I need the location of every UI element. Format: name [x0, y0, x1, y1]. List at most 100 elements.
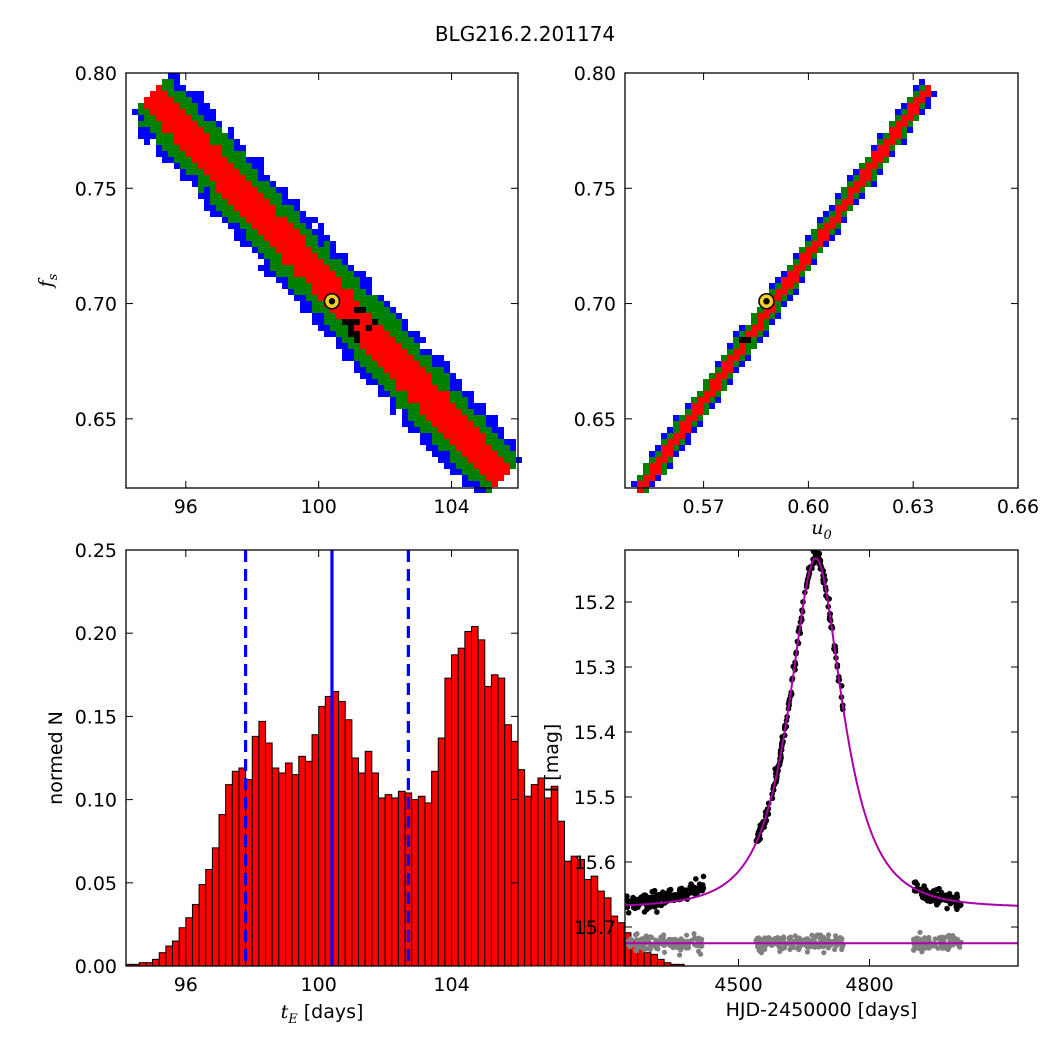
density-cell-outer [138, 133, 144, 139]
density-cell-outer [324, 325, 330, 331]
density-cell-outer [426, 445, 432, 451]
density-cell-outer [282, 283, 288, 289]
density-cell-undefined [721, 355, 727, 361]
density-cell-inner [426, 409, 432, 415]
density-cell-middle [348, 343, 354, 349]
residual-point [809, 932, 815, 938]
density-cell-inner [402, 361, 408, 367]
histogram-bar [397, 790, 406, 967]
histogram-bar [298, 755, 306, 967]
density-cell-outer [318, 229, 324, 235]
density-cell-undefined [709, 403, 715, 409]
density-cell-inner [204, 133, 210, 139]
density-cell-undefined [715, 373, 721, 379]
density-cell-inner [474, 433, 480, 439]
density-cell-outer [462, 481, 468, 487]
histogram-bar [530, 784, 539, 967]
density-cell-inner [444, 409, 450, 415]
density-cell-outer [306, 307, 312, 313]
density-cell-outer [228, 223, 234, 229]
density-cell-inner [480, 451, 486, 457]
y-tick-label: 0.80 [75, 63, 117, 85]
density-cell-middle [486, 439, 492, 445]
density-cell-outer [144, 133, 150, 139]
density-cell-undefined [679, 421, 685, 427]
density-cell-inner [384, 331, 390, 337]
density-cell-middle [438, 379, 444, 385]
density-cell-inner [438, 421, 444, 427]
density-cell-inner [282, 241, 288, 247]
density-cell-inner [498, 463, 504, 469]
density-cell-outer [198, 109, 204, 115]
density-cell-inner [492, 463, 498, 469]
density-cell-middle [414, 415, 420, 421]
density-cell-outer [288, 289, 294, 295]
density-cell-undefined [643, 475, 649, 481]
density-cell-undefined [889, 133, 895, 139]
density-cell-middle [276, 271, 282, 277]
density-cell-undefined [763, 325, 769, 331]
density-cell-middle [288, 265, 294, 271]
density-cell-undefined [679, 445, 685, 451]
density-cell-undefined [919, 79, 925, 85]
density-cell-middle [456, 463, 462, 469]
density-cell-inner [198, 139, 204, 145]
density-cell-outer [468, 397, 474, 403]
density-cell-middle [366, 367, 372, 373]
density-cell-inner [192, 157, 198, 163]
density-cell-outer [318, 319, 324, 325]
density-cell-outer [264, 175, 270, 181]
density-cell-inner [294, 229, 300, 235]
density-cell-middle [360, 295, 366, 301]
density-cell-middle [402, 397, 408, 403]
density-cell-middle [252, 241, 258, 247]
density-cell-inner [420, 391, 426, 397]
density-cell-undefined [847, 199, 853, 205]
residual-point [758, 950, 765, 956]
density-cell-undefined [871, 181, 877, 187]
density-cell-undefined [787, 271, 793, 277]
density-cell-undefined [877, 169, 883, 175]
density-cell-inner [294, 247, 300, 253]
density-cell-middle [246, 169, 252, 175]
density-cell-inner [258, 223, 264, 229]
density-cell-undefined [769, 319, 775, 325]
density-cell-inner [144, 103, 150, 109]
density-cell-undefined [745, 355, 751, 361]
density-cell-inner [432, 397, 438, 403]
density-cell-middle [468, 463, 474, 469]
panel-fs-vs-u0: 0.57 0.60 0.63 0.66 0.65 0.70 0.75 0.80 u0 [574, 63, 1039, 543]
density-cell-inner [162, 103, 168, 109]
y-tick-label: 0.65 [75, 409, 117, 431]
density-cell-undefined [673, 415, 679, 421]
density-cell-inner [174, 133, 180, 139]
density-cell-middle [384, 373, 390, 379]
density-cell-inner [378, 325, 384, 331]
density-cell-middle [138, 121, 144, 127]
density-cell-inner [156, 115, 162, 121]
density-cell-middle [288, 283, 294, 289]
histogram-bar [451, 654, 459, 967]
density-cell-outer [318, 235, 324, 241]
density-cell-inner [360, 331, 366, 337]
density-cell-inner [450, 409, 456, 415]
density-cell-middle [234, 211, 240, 217]
y-tick-label: 0.00 [75, 956, 117, 978]
density-cell-middle [402, 337, 408, 343]
density-cell-undefined [739, 355, 745, 361]
density-cell-inner [354, 325, 360, 331]
density-cell-inner [198, 157, 204, 163]
density-cell-inner [222, 163, 228, 169]
density-cell-undefined [733, 343, 739, 349]
density-cell-inner [378, 355, 384, 361]
density-cell-undefined [805, 265, 811, 271]
density-cell-undefined [895, 109, 901, 115]
density-cell-undefined [631, 481, 637, 487]
density-cell-outer [378, 295, 384, 301]
density-cell-middle [228, 217, 234, 223]
observed-point [664, 890, 671, 896]
density-cell-inner [390, 337, 396, 343]
density-cell-middle [324, 247, 330, 253]
histogram-bar [464, 631, 472, 967]
histogram-bar [265, 742, 273, 967]
